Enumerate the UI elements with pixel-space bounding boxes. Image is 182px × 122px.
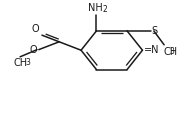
Text: CH: CH xyxy=(163,47,177,57)
Text: NH: NH xyxy=(88,4,103,13)
Text: 3: 3 xyxy=(25,58,30,67)
Text: O: O xyxy=(32,24,39,34)
Text: S: S xyxy=(151,26,158,36)
Text: CH: CH xyxy=(13,58,27,68)
Text: 3: 3 xyxy=(169,47,174,56)
Text: =N: =N xyxy=(144,45,159,55)
Text: 2: 2 xyxy=(103,5,108,14)
Text: O: O xyxy=(30,45,37,55)
